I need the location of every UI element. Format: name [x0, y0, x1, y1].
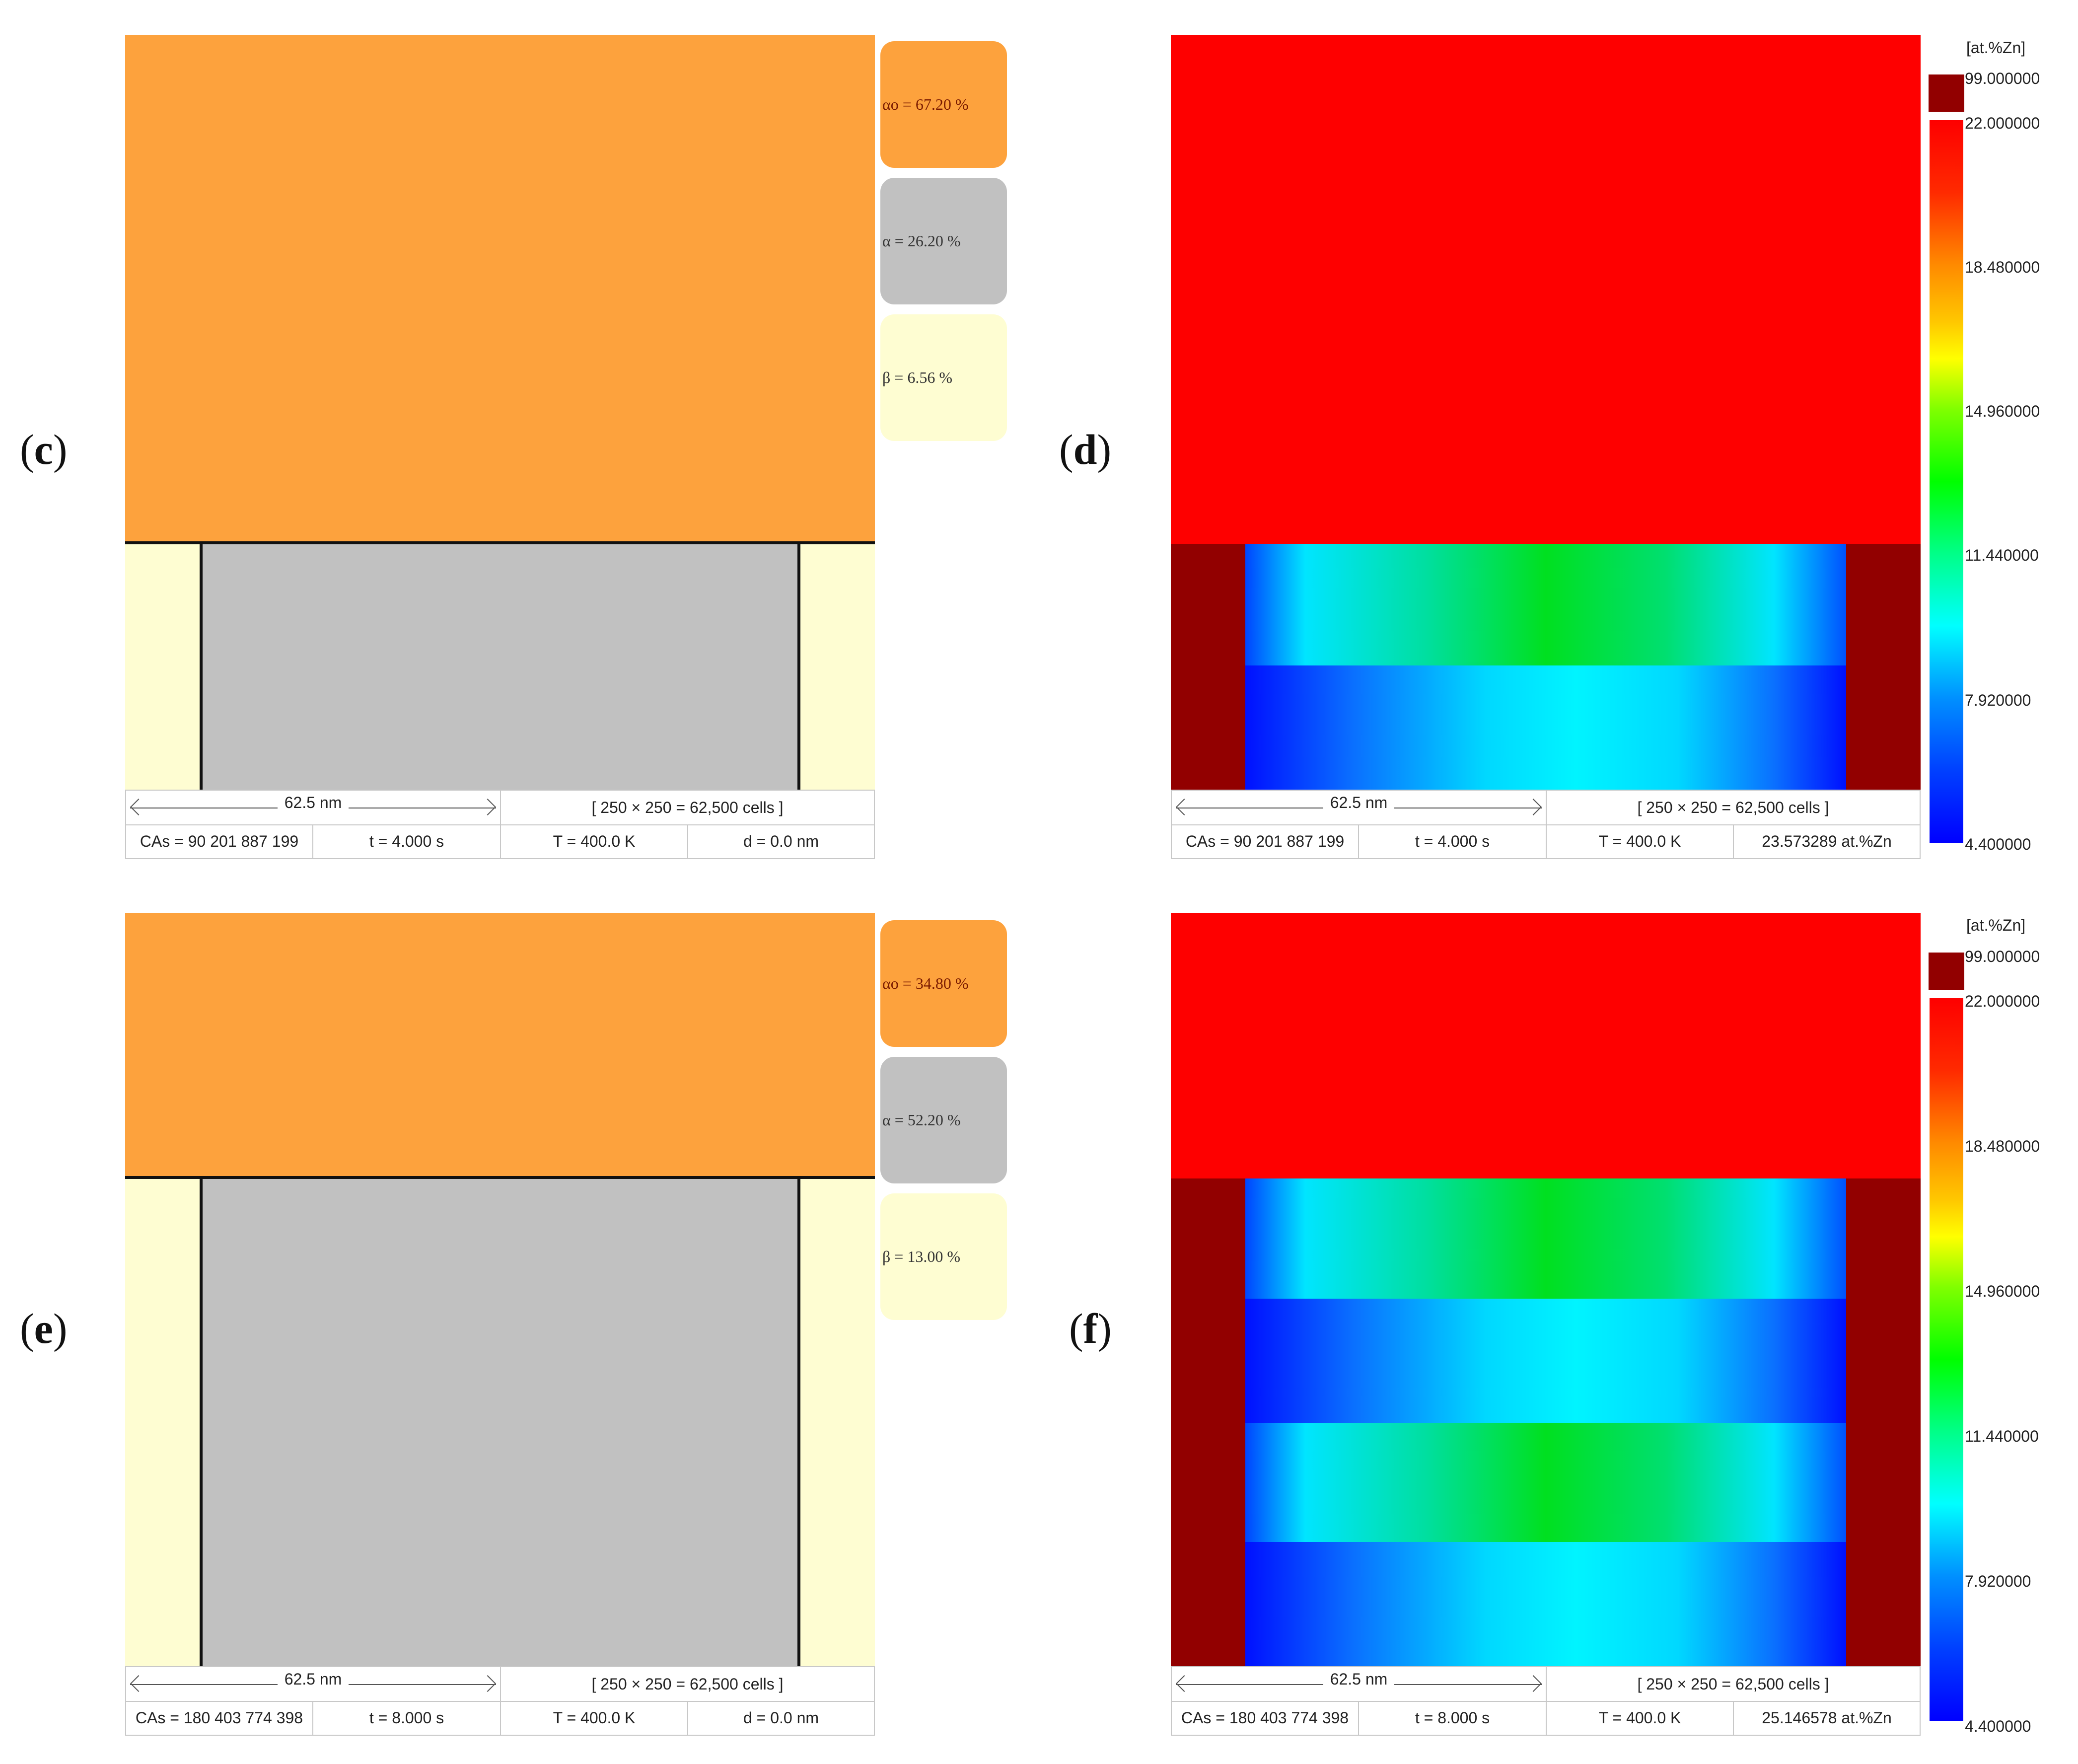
temperature-readout: T = 400.0 K: [501, 824, 688, 858]
gradient-core: [1245, 544, 1846, 790]
colorbar-tick: 14.960000: [1965, 1282, 2040, 1300]
mean-concentration-readout: 25.146578 at.%Zn: [1762, 1708, 1892, 1727]
cas-count: CAs = 90 201 887 199: [1172, 824, 1359, 858]
time-readout: t = 4.000 s: [313, 824, 501, 858]
colorbar-unit: [at.%Zn]: [1966, 39, 2026, 57]
colorbar: [1929, 997, 1964, 1722]
time-readout: t = 8.000 s: [313, 1701, 501, 1735]
temperature-readout: T = 400.0 K: [1547, 1701, 1734, 1735]
panel-label-f: (f): [1069, 1305, 1112, 1352]
panel-label-e: (e): [20, 1305, 68, 1352]
colorbar-tick: 11.440000: [1965, 546, 2039, 564]
colorbar-tick: 18.480000: [1965, 258, 2040, 276]
phase-map-c: [125, 35, 875, 790]
legend-alpha: α = 26.20 %: [880, 178, 1007, 304]
cells-info: [ 250 × 250 = 62,500 cells ]: [1637, 798, 1829, 816]
colorbar-cap-swatch: [1929, 953, 1964, 990]
phase-map-e: [125, 913, 875, 1666]
gradient-core: [1245, 1178, 1846, 1666]
legend-beta: β = 6.56 %: [880, 314, 1007, 441]
colorbar-unit: [at.%Zn]: [1966, 916, 2026, 934]
status-bar-f: 62.5 nm [ 250 × 250 = 62,500 cells ] CAs…: [1171, 1666, 1921, 1736]
colorbar-tick: 7.920000: [1965, 691, 2031, 709]
status-bar-e: 62.5 nm [ 250 × 250 = 62,500 cells ] CAs…: [125, 1666, 875, 1736]
panel-label-d: (d): [1059, 426, 1112, 473]
colorbar-tick: 14.960000: [1965, 402, 2040, 420]
time-readout: t = 4.000 s: [1359, 824, 1547, 858]
colorbar-cap-label: 99.000000: [1965, 948, 2040, 965]
cap-region: [1171, 544, 1921, 790]
legend-alpha0: αo = 67.20 %: [880, 41, 1007, 168]
legend-alpha: α = 52.20 %: [880, 1057, 1007, 1183]
cas-count: CAs = 180 403 774 398: [1172, 1701, 1359, 1735]
colorbar-tick: 4.400000: [1965, 835, 2031, 853]
colorbar-tick: 22.000000: [1965, 114, 2040, 132]
depth-readout: d = 0.0 nm: [743, 832, 819, 850]
legend-beta: β = 13.00 %: [880, 1193, 1007, 1320]
scale-bar: 62.5 nm: [1172, 791, 1547, 824]
colorbar-tick: 4.400000: [1965, 1717, 2031, 1735]
colorbar-tick: 22.000000: [1965, 992, 2040, 1010]
colorbar-tick: 11.440000: [1965, 1427, 2039, 1445]
colorbar: [1929, 119, 1964, 844]
panel-label-c: (c): [20, 426, 68, 473]
legend-alpha0: αo = 34.80 %: [880, 920, 1007, 1047]
depth-readout: d = 0.0 nm: [743, 1708, 819, 1727]
scale-bar: 62.5 nm: [126, 1667, 501, 1701]
cells-info: [ 250 × 250 = 62,500 cells ]: [591, 798, 784, 816]
time-readout: t = 8.000 s: [1359, 1701, 1547, 1735]
colorbar-tick: 7.920000: [1965, 1572, 2031, 1590]
alpha-region: [200, 1179, 800, 1666]
alpha-region: [200, 544, 800, 790]
cas-count: CAs = 180 403 774 398: [126, 1701, 313, 1735]
cells-info: [ 250 × 250 = 62,500 cells ]: [1637, 1675, 1829, 1693]
temperature-readout: T = 400.0 K: [1547, 824, 1734, 858]
temperature-readout: T = 400.0 K: [501, 1701, 688, 1735]
scale-bar: 62.5 nm: [1172, 1667, 1547, 1701]
scale-bar: 62.5 nm: [126, 791, 501, 824]
alpha0-region: [125, 35, 875, 541]
beta-region: [125, 1176, 875, 1666]
status-bar-d: 62.5 nm [ 250 × 250 = 62,500 cells ] CAs…: [1171, 790, 1921, 859]
cas-count: CAs = 90 201 887 199: [126, 824, 313, 858]
colorbar-cap-label: 99.000000: [1965, 70, 2040, 87]
alpha0-region: [125, 913, 875, 1176]
cells-info: [ 250 × 250 = 62,500 cells ]: [591, 1675, 784, 1693]
high-zn-region: [1171, 35, 1921, 544]
beta-region: [125, 541, 875, 790]
concentration-map-d: [1171, 35, 1921, 790]
cap-region: [1171, 1178, 1921, 1666]
colorbar-tick: 18.480000: [1965, 1137, 2040, 1155]
colorbar-cap-swatch: [1929, 74, 1964, 112]
status-bar-c: 62.5 nm [ 250 × 250 = 62,500 cells ] CAs…: [125, 790, 875, 859]
mean-concentration-readout: 23.573289 at.%Zn: [1762, 832, 1892, 850]
high-zn-region: [1171, 913, 1921, 1178]
concentration-map-f: [1171, 913, 1921, 1666]
